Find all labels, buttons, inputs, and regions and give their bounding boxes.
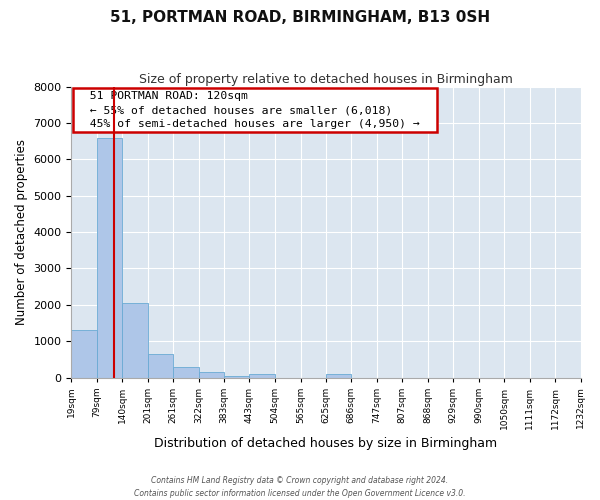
Bar: [250, 374, 275, 378]
Text: Contains HM Land Registry data © Crown copyright and database right 2024.
Contai: Contains HM Land Registry data © Crown c…: [134, 476, 466, 498]
Bar: [224, 376, 250, 378]
Title: Size of property relative to detached houses in Birmingham: Size of property relative to detached ho…: [139, 72, 513, 86]
Y-axis label: Number of detached properties: Number of detached properties: [15, 139, 28, 325]
Bar: [326, 374, 352, 378]
Bar: [122, 303, 148, 378]
Bar: [173, 366, 199, 378]
Text: 51, PORTMAN ROAD, BIRMINGHAM, B13 0SH: 51, PORTMAN ROAD, BIRMINGHAM, B13 0SH: [110, 10, 490, 25]
X-axis label: Distribution of detached houses by size in Birmingham: Distribution of detached houses by size …: [154, 437, 497, 450]
Bar: [199, 372, 224, 378]
Text: 51 PORTMAN ROAD: 120sqm
  ← 55% of detached houses are smaller (6,018)
  45% of : 51 PORTMAN ROAD: 120sqm ← 55% of detache…: [76, 91, 434, 129]
Bar: [97, 138, 122, 378]
Bar: [71, 330, 97, 378]
Bar: [148, 354, 173, 378]
